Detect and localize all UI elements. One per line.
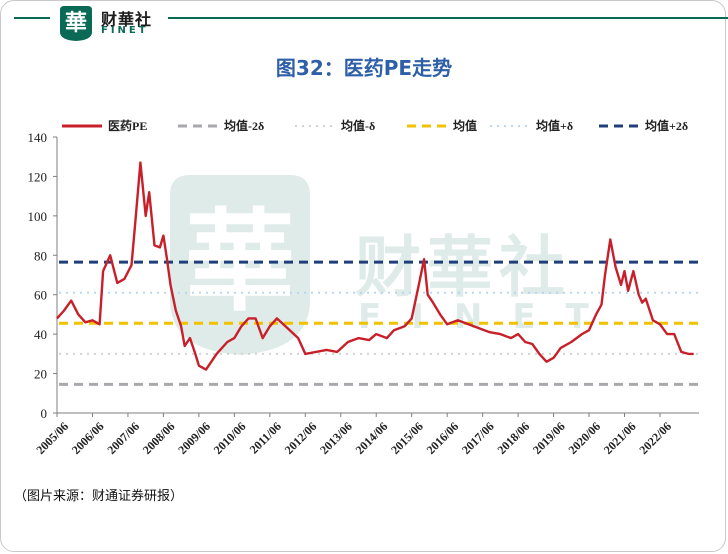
y-tick-label: 20 — [34, 367, 47, 382]
y-tick-label: 140 — [28, 130, 48, 145]
x-tick-label: 2015/06 — [388, 419, 426, 457]
header-rule-left — [14, 17, 50, 19]
x-tick-label: 2018/06 — [495, 419, 533, 457]
x-tick-label: 2012/06 — [282, 419, 320, 457]
y-tick-label: 0 — [41, 406, 48, 421]
x-tick-label: 2013/06 — [317, 419, 355, 457]
brand-logo: 華 — [60, 6, 92, 41]
y-tick-label: 100 — [28, 209, 48, 224]
legend-label: 均值 — [453, 118, 477, 133]
legend-label: 均值-2δ — [224, 118, 264, 133]
x-tick-label: 2007/06 — [104, 419, 142, 457]
x-tick-label: 2019/06 — [530, 419, 568, 457]
y-tick-label: 60 — [34, 288, 47, 303]
x-tick-label: 2016/06 — [424, 419, 462, 457]
y-tick-label: 80 — [34, 248, 47, 263]
x-tick-label: 2009/06 — [175, 419, 213, 457]
watermark-name-cn: 财華社 — [355, 229, 571, 306]
x-tick-label: 2006/06 — [69, 419, 107, 457]
plot-area — [56, 161, 699, 386]
source-note: （图片来源：财通证券研报） — [14, 489, 184, 504]
x-tick-label: 2014/06 — [353, 419, 391, 457]
brand-name-cn: 财華社 — [101, 10, 153, 29]
x-tick-label: 2021/06 — [601, 419, 639, 457]
brand-logo-char: 華 — [65, 10, 87, 36]
legend-label: 均值-δ — [341, 118, 375, 133]
legend-label: 医药PE — [108, 118, 147, 133]
watermark: 華 财華社 FINET — [170, 175, 589, 355]
header-rule-right — [168, 17, 728, 19]
x-tick-label: 2008/06 — [140, 419, 178, 457]
series-line-pe — [56, 161, 694, 371]
x-tick-label: 2020/06 — [565, 419, 603, 457]
brand-name-en: FINET — [101, 25, 149, 36]
x-tick-label: 2010/06 — [211, 419, 249, 457]
legend-label: 均值+2δ — [645, 118, 688, 133]
x-tick-label: 2022/06 — [636, 419, 674, 457]
y-tick-label: 40 — [34, 327, 47, 342]
legend-label: 均值+δ — [536, 118, 573, 133]
chart-title: 图32：医药PE走势 — [275, 56, 453, 80]
y-tick-label: 120 — [28, 169, 48, 184]
x-tick-label: 2017/06 — [459, 419, 497, 457]
x-tick-label: 2011/06 — [247, 419, 284, 456]
x-tick-label: 2005/06 — [33, 419, 71, 457]
legend: 医药PE 均值-2δ 均值-δ 均值 均值+δ 均值+2δ — [62, 118, 688, 133]
